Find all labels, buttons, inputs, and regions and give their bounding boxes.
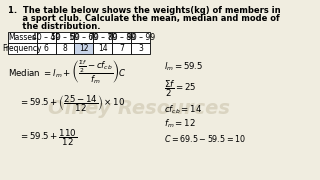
Bar xyxy=(131,32,150,43)
Bar xyxy=(56,32,75,43)
Bar xyxy=(93,43,112,54)
Text: Olney Resources: Olney Resources xyxy=(48,98,230,118)
Text: $= 59.5 + \left(\dfrac{25-14}{12}\right)\times 10$: $= 59.5 + \left(\dfrac{25-14}{12}\right)… xyxy=(19,93,125,114)
Text: $l_m = 59.5$: $l_m = 59.5$ xyxy=(164,60,204,73)
Text: $C = 69.5-59.5 = 10$: $C = 69.5-59.5 = 10$ xyxy=(164,133,246,144)
Text: 40 – 49: 40 – 49 xyxy=(32,33,60,42)
Bar xyxy=(93,32,112,43)
Text: 50 – 59: 50 – 59 xyxy=(51,33,79,42)
Bar xyxy=(8,43,37,54)
Text: 90 – 99: 90 – 99 xyxy=(126,33,155,42)
Bar xyxy=(112,32,131,43)
Text: 12: 12 xyxy=(79,44,89,53)
Text: Masses: Masses xyxy=(8,33,36,42)
Text: $= 59.5 + \dfrac{110}{12}$: $= 59.5 + \dfrac{110}{12}$ xyxy=(19,127,77,148)
Text: 1.  The table below shows the weights(kg) of members in: 1. The table below shows the weights(kg)… xyxy=(8,6,280,15)
Bar xyxy=(75,43,93,54)
Bar xyxy=(56,43,75,54)
Bar xyxy=(75,32,93,43)
Text: $\dfrac{\Sigma f}{2} = 25$: $\dfrac{\Sigma f}{2} = 25$ xyxy=(164,78,197,99)
Text: 14: 14 xyxy=(98,44,108,53)
Text: the distribution.: the distribution. xyxy=(8,22,100,31)
Text: a sport club. Calculate the mean, median and mode of: a sport club. Calculate the mean, median… xyxy=(8,14,280,23)
Bar xyxy=(112,43,131,54)
Text: $f_m = 12$: $f_m = 12$ xyxy=(164,118,196,130)
Text: 6: 6 xyxy=(44,44,49,53)
Text: 80 – 89: 80 – 89 xyxy=(108,33,136,42)
Text: $cf_{cb} = 14$: $cf_{cb} = 14$ xyxy=(164,103,203,116)
Text: Frequency: Frequency xyxy=(3,44,42,53)
Text: 3: 3 xyxy=(138,44,143,53)
Text: Median $= l_m + \left(\dfrac{\frac{\Sigma f}{2} - cf_{cb}}{f_m}\right)C$: Median $= l_m + \left(\dfrac{\frac{\Sigm… xyxy=(8,58,127,86)
Text: 8: 8 xyxy=(63,44,68,53)
Bar xyxy=(8,32,37,43)
Text: 60 – 69: 60 – 69 xyxy=(70,33,98,42)
Text: 7: 7 xyxy=(119,44,124,53)
Bar xyxy=(37,43,56,54)
Bar xyxy=(37,32,56,43)
Text: 70 – 79: 70 – 79 xyxy=(89,33,117,42)
Bar xyxy=(131,43,150,54)
